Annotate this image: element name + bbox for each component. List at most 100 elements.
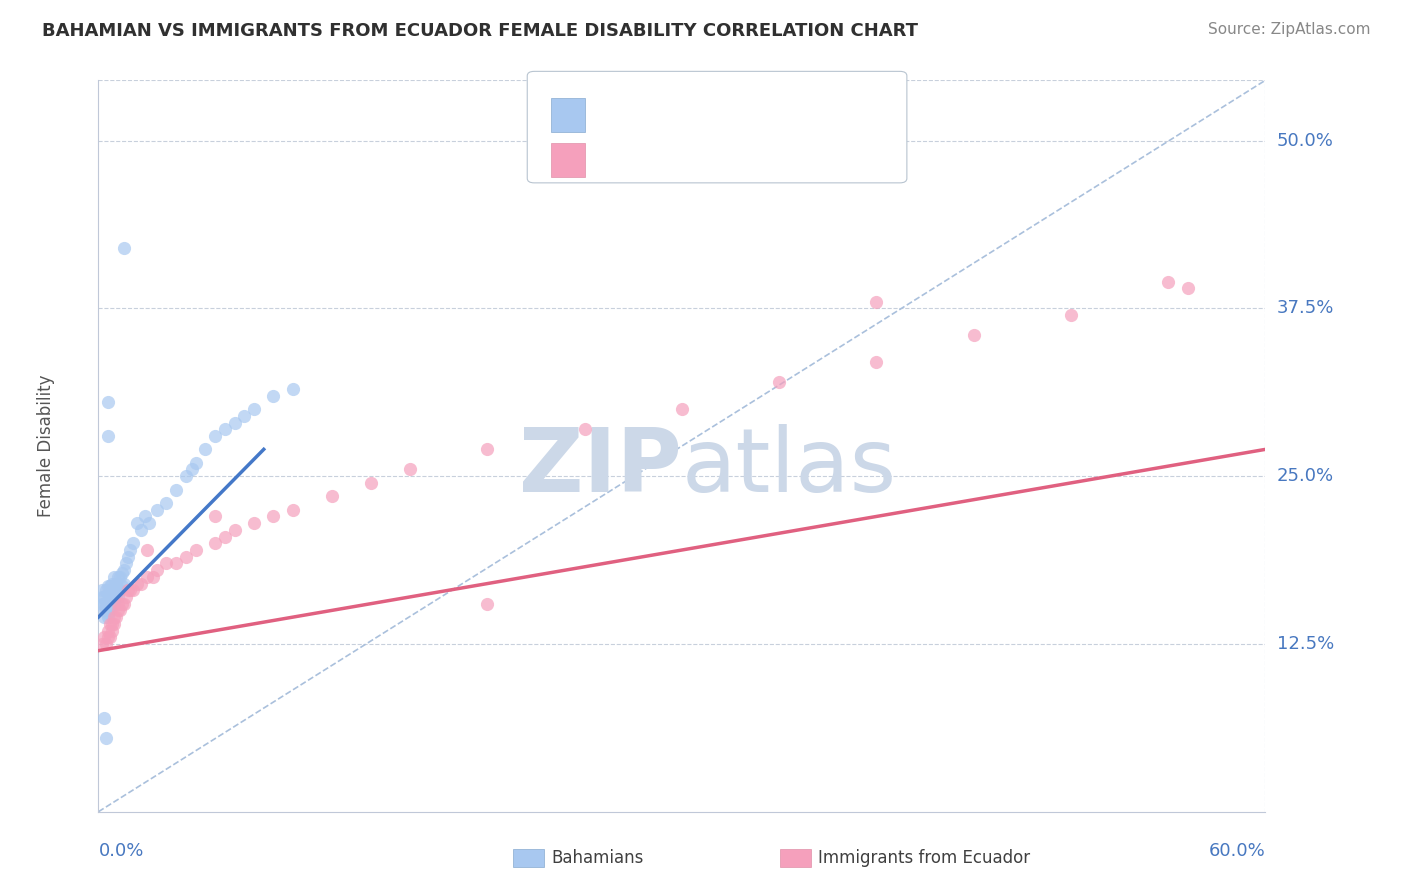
Point	[398, 462, 420, 476]
Point	[180, 462, 202, 476]
Point	[962, 328, 984, 343]
Point	[574, 422, 596, 436]
Point	[97, 597, 120, 611]
Point	[104, 610, 127, 624]
Text: 25.0%: 25.0%	[1277, 467, 1334, 485]
Point	[107, 597, 129, 611]
Point	[281, 382, 304, 396]
Point	[127, 516, 149, 531]
Point	[262, 389, 284, 403]
Point	[768, 376, 790, 390]
Point	[91, 583, 114, 598]
Point	[111, 579, 134, 593]
Point	[134, 509, 156, 524]
Point	[98, 630, 121, 644]
Point	[214, 530, 236, 544]
Point	[204, 509, 226, 524]
Point	[97, 429, 120, 443]
Point	[204, 536, 226, 550]
Point	[108, 583, 131, 598]
Point	[101, 583, 124, 598]
Point	[97, 600, 120, 615]
Point	[101, 576, 124, 591]
Point	[98, 599, 121, 614]
Point	[1177, 281, 1199, 295]
Text: 12.5%: 12.5%	[1277, 635, 1334, 653]
Point	[97, 587, 120, 601]
Text: 37.5%: 37.5%	[1277, 300, 1334, 318]
Point	[101, 590, 124, 604]
Point	[129, 523, 152, 537]
Text: 60.0%: 60.0%	[1209, 842, 1265, 860]
Point	[93, 597, 115, 611]
Point	[111, 566, 134, 580]
Text: ZIP: ZIP	[519, 425, 682, 511]
Point	[146, 502, 169, 516]
Text: atlas: atlas	[682, 425, 897, 511]
Point	[103, 597, 125, 611]
Point	[112, 241, 135, 255]
Point	[146, 563, 169, 577]
Point	[122, 536, 145, 550]
Point	[262, 509, 284, 524]
Point	[360, 475, 382, 490]
Point	[174, 469, 197, 483]
Point	[103, 570, 125, 584]
Point	[96, 597, 118, 611]
Point	[97, 395, 120, 409]
Point	[104, 576, 127, 591]
Text: R = 0.264: R = 0.264	[599, 106, 689, 124]
Point	[118, 543, 141, 558]
Point	[129, 576, 152, 591]
Point	[103, 616, 125, 631]
Point	[93, 590, 115, 604]
Point	[165, 483, 187, 497]
Point	[98, 579, 121, 593]
Point	[112, 576, 135, 591]
Point	[101, 624, 124, 638]
Point	[98, 603, 121, 617]
Text: Bahamians: Bahamians	[551, 849, 644, 867]
Text: N = 62: N = 62	[714, 106, 778, 124]
Text: 0.0%: 0.0%	[98, 842, 143, 860]
Point	[107, 570, 129, 584]
Point	[118, 583, 141, 598]
Point	[127, 576, 149, 591]
Point	[243, 402, 266, 417]
Point	[91, 637, 114, 651]
Point	[136, 570, 159, 584]
Point	[107, 590, 129, 604]
Point	[101, 597, 124, 611]
Point	[97, 606, 120, 620]
Point	[97, 624, 120, 638]
Point	[98, 616, 121, 631]
Point	[112, 597, 135, 611]
Point	[98, 587, 121, 601]
Point	[136, 543, 159, 558]
Point	[114, 557, 136, 571]
Point	[142, 570, 165, 584]
Point	[184, 543, 207, 558]
Point	[865, 294, 887, 309]
Point	[93, 610, 115, 624]
Point	[1060, 308, 1083, 322]
Point	[117, 549, 139, 564]
Point	[671, 402, 693, 417]
Point	[108, 570, 131, 584]
Text: R = 0.578: R = 0.578	[599, 151, 689, 169]
Text: N = 47: N = 47	[714, 151, 778, 169]
Point	[104, 590, 127, 604]
Point	[138, 516, 160, 531]
Point	[243, 516, 266, 531]
Point	[97, 579, 120, 593]
Point	[97, 610, 120, 624]
Point	[93, 711, 115, 725]
Text: Source: ZipAtlas.com: Source: ZipAtlas.com	[1208, 22, 1371, 37]
Point	[98, 592, 121, 607]
Text: BAHAMIAN VS IMMIGRANTS FROM ECUADOR FEMALE DISABILITY CORRELATION CHART: BAHAMIAN VS IMMIGRANTS FROM ECUADOR FEMA…	[42, 22, 918, 40]
Point	[155, 496, 177, 510]
Point	[93, 603, 115, 617]
Point	[281, 502, 304, 516]
Point	[184, 456, 207, 470]
Text: Immigrants from Ecuador: Immigrants from Ecuador	[818, 849, 1031, 867]
